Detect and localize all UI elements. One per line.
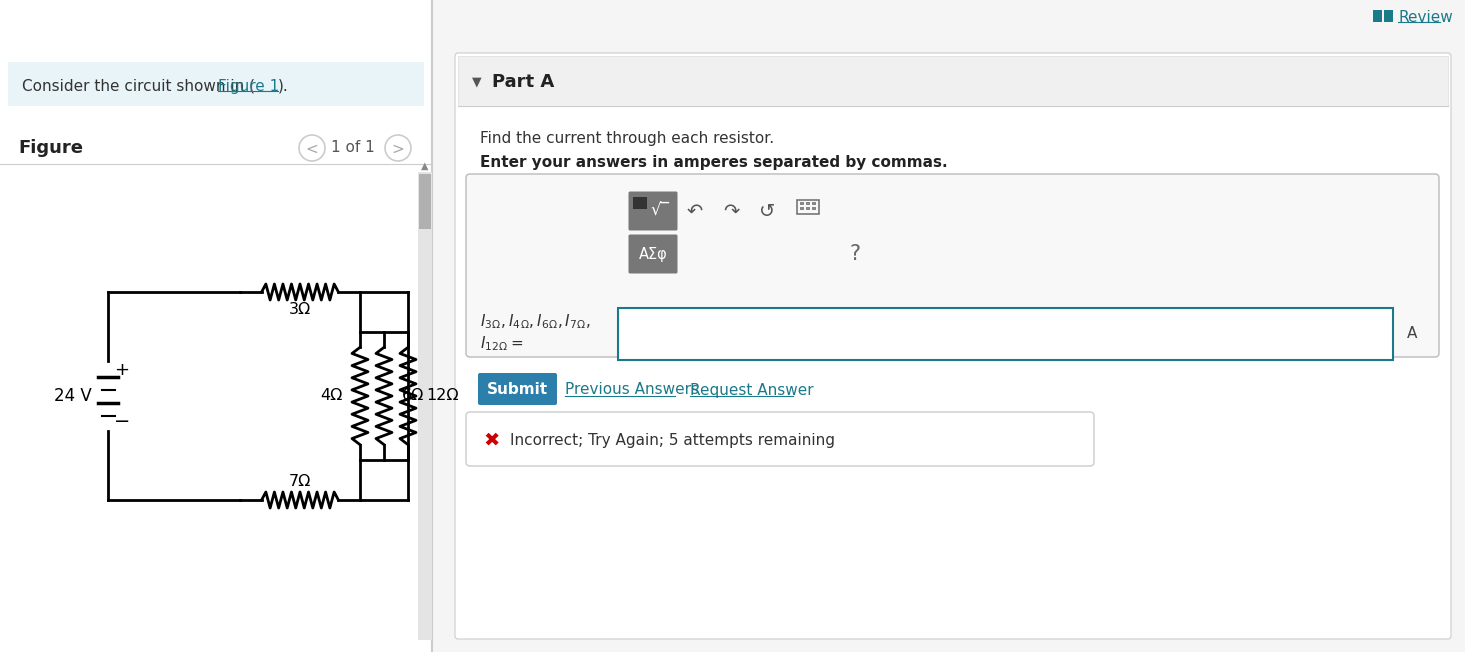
Text: Figure: Figure — [18, 139, 84, 157]
Text: 4Ω: 4Ω — [319, 389, 343, 404]
Text: >: > — [391, 141, 404, 156]
FancyBboxPatch shape — [628, 235, 677, 273]
Bar — [797, 200, 819, 214]
Bar — [459, 56, 1447, 106]
Text: 24 V: 24 V — [54, 387, 92, 405]
Text: Submit: Submit — [486, 383, 548, 398]
Bar — [418, 172, 432, 640]
Text: √‾: √‾ — [650, 202, 670, 220]
Text: 7Ω: 7Ω — [289, 475, 311, 490]
Text: ▲: ▲ — [422, 161, 429, 171]
Bar — [1373, 10, 1381, 22]
Text: Previous Answers: Previous Answers — [565, 383, 699, 398]
Bar — [0, 0, 432, 652]
Text: Review: Review — [1398, 10, 1453, 25]
Text: 12Ω: 12Ω — [426, 389, 459, 404]
FancyBboxPatch shape — [628, 192, 677, 231]
Text: $I_3{}_\Omega, I_4{}_\Omega, I_6{}_\Omega, I_7{}_\Omega,$: $I_3{}_\Omega, I_4{}_\Omega, I_6{}_\Omeg… — [481, 313, 590, 331]
Text: ?: ? — [850, 244, 860, 264]
Bar — [806, 207, 810, 210]
Text: +: + — [114, 361, 129, 379]
Bar — [7, 62, 423, 106]
FancyBboxPatch shape — [466, 174, 1439, 357]
Bar — [800, 202, 804, 205]
Bar — [432, 0, 1465, 652]
Text: A: A — [1406, 327, 1417, 342]
Text: ΑΣφ: ΑΣφ — [639, 246, 668, 261]
Text: Figure 1: Figure 1 — [218, 78, 280, 93]
FancyBboxPatch shape — [456, 53, 1450, 639]
Text: Part A: Part A — [492, 73, 554, 91]
Bar — [1384, 10, 1393, 22]
Text: ↶: ↶ — [687, 201, 703, 220]
Text: Enter your answers in amperes separated by commas.: Enter your answers in amperes separated … — [481, 155, 948, 171]
Text: 1 of 1: 1 of 1 — [331, 140, 375, 155]
Text: ↷: ↷ — [722, 201, 740, 220]
Text: Consider the circuit shown in (: Consider the circuit shown in ( — [22, 78, 255, 93]
FancyBboxPatch shape — [466, 412, 1094, 466]
Text: ✖: ✖ — [483, 430, 500, 449]
Text: <: < — [306, 141, 318, 156]
Bar — [419, 174, 431, 229]
Text: ▼: ▼ — [472, 76, 482, 89]
FancyBboxPatch shape — [618, 308, 1393, 360]
Text: ).: ). — [278, 78, 289, 93]
Bar — [812, 207, 816, 210]
Text: 6Ω: 6Ω — [401, 389, 425, 404]
Bar — [800, 207, 804, 210]
Text: −: − — [114, 411, 130, 430]
Text: Find the current through each resistor.: Find the current through each resistor. — [481, 130, 774, 145]
Bar — [812, 202, 816, 205]
Text: ↺: ↺ — [759, 201, 775, 220]
Bar — [806, 202, 810, 205]
Text: Incorrect; Try Again; 5 attempts remaining: Incorrect; Try Again; 5 attempts remaini… — [510, 432, 835, 447]
Text: 3Ω: 3Ω — [289, 301, 311, 316]
Text: Request Answer: Request Answer — [690, 383, 813, 398]
Bar — [633, 197, 648, 209]
Text: $I_{12}{}_\Omega =$: $I_{12}{}_\Omega =$ — [481, 334, 523, 353]
FancyBboxPatch shape — [478, 373, 557, 405]
